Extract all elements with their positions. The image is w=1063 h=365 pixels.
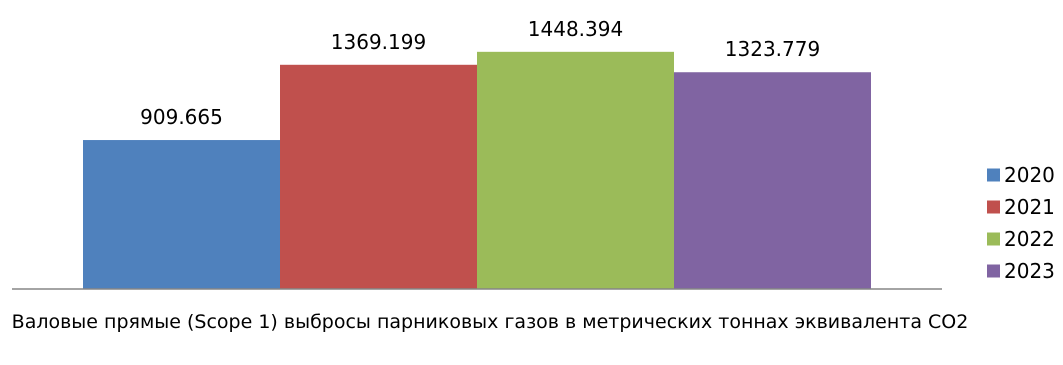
bars-group	[83, 51, 871, 289]
bar-2021	[280, 64, 477, 289]
legend-swatch-2020	[987, 168, 1000, 182]
value-labels-group: 909.665 1369.199 1448.394 1323.779	[140, 17, 820, 129]
value-label-2023: 1323.779	[725, 37, 820, 61]
value-label-2022: 1448.394	[528, 17, 623, 41]
legend-swatch-2022	[987, 232, 1000, 246]
legend-label-2021: 2021	[1004, 195, 1055, 219]
bar-2022	[477, 51, 674, 289]
value-label-2020: 909.665	[140, 105, 223, 129]
x-axis-title: Валовые прямые (Scope 1) выбросы парнико…	[11, 311, 969, 333]
legend: 2020 2021 2022 2023	[987, 163, 1055, 283]
bar-2023	[674, 72, 871, 289]
legend-label-2022: 2022	[1004, 227, 1055, 251]
value-label-2021: 1369.199	[331, 30, 426, 54]
legend-label-2023: 2023	[1004, 259, 1055, 283]
legend-label-2020: 2020	[1004, 163, 1055, 187]
bar-2020	[83, 140, 280, 289]
legend-swatch-2023	[987, 264, 1000, 278]
legend-swatch-2021	[987, 200, 1000, 214]
